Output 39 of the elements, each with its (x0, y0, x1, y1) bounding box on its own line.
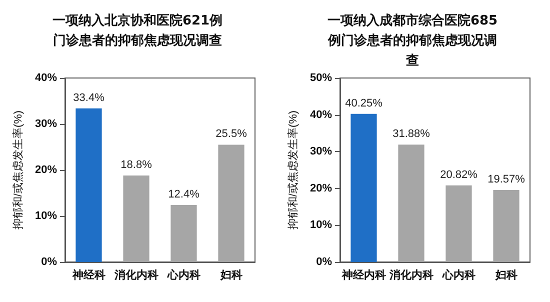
data-label: 40.25% (345, 97, 383, 110)
y-tick-label: 10% (34, 210, 58, 222)
x-tick-label: 神经科 (71, 268, 106, 282)
bar (398, 144, 424, 262)
bar (123, 176, 150, 262)
data-label: 18.8% (120, 159, 152, 172)
y-tick-label: 40% (310, 108, 332, 121)
y-tick-label: 10% (310, 219, 332, 232)
y-tick-label: 20% (310, 182, 332, 194)
y-tick-label: 20% (34, 164, 58, 176)
y-axis-title: 抑郁和/或焦虑发生率(%) (286, 110, 300, 230)
bar (493, 190, 520, 262)
y-tick-label: 30% (310, 146, 332, 158)
x-tick-label: 心内科 (166, 268, 200, 282)
bar (446, 185, 472, 262)
bar (170, 204, 197, 262)
bar (218, 144, 244, 262)
x-tick-label: 消化内科 (388, 268, 434, 282)
data-label: 12.4% (168, 188, 200, 200)
x-tick-label: 消化内科 (113, 268, 158, 282)
y-tick-label: 0% (41, 256, 58, 268)
x-tick-label: 神经内科 (340, 268, 386, 282)
chart-title: 一项纳入成都市综合医院685例门诊患者的抑郁焦虑现况调查 (327, 12, 498, 68)
y-tick-label: 30% (34, 118, 58, 130)
data-label: 20.82% (440, 168, 478, 181)
y-axis-title: 抑郁和/或焦虑发生率(%) (12, 110, 25, 230)
bar (76, 108, 102, 262)
x-tick-label: 心内科 (441, 268, 476, 282)
x-tick-label: 妇科 (494, 268, 518, 282)
y-tick-label: 40% (34, 72, 58, 84)
y-tick-label: 50% (310, 72, 332, 84)
y-tick-label: 0% (316, 256, 332, 268)
bar (350, 114, 377, 262)
chart-title: 一项纳入北京协和医院621例门诊患者的抑郁焦虑现况调查 (52, 12, 223, 48)
x-tick-label: 妇科 (219, 268, 242, 282)
data-label: 33.4% (73, 92, 105, 104)
data-label: 25.5% (216, 128, 248, 140)
data-label: 31.88% (392, 128, 430, 140)
data-label: 19.57% (488, 173, 526, 186)
